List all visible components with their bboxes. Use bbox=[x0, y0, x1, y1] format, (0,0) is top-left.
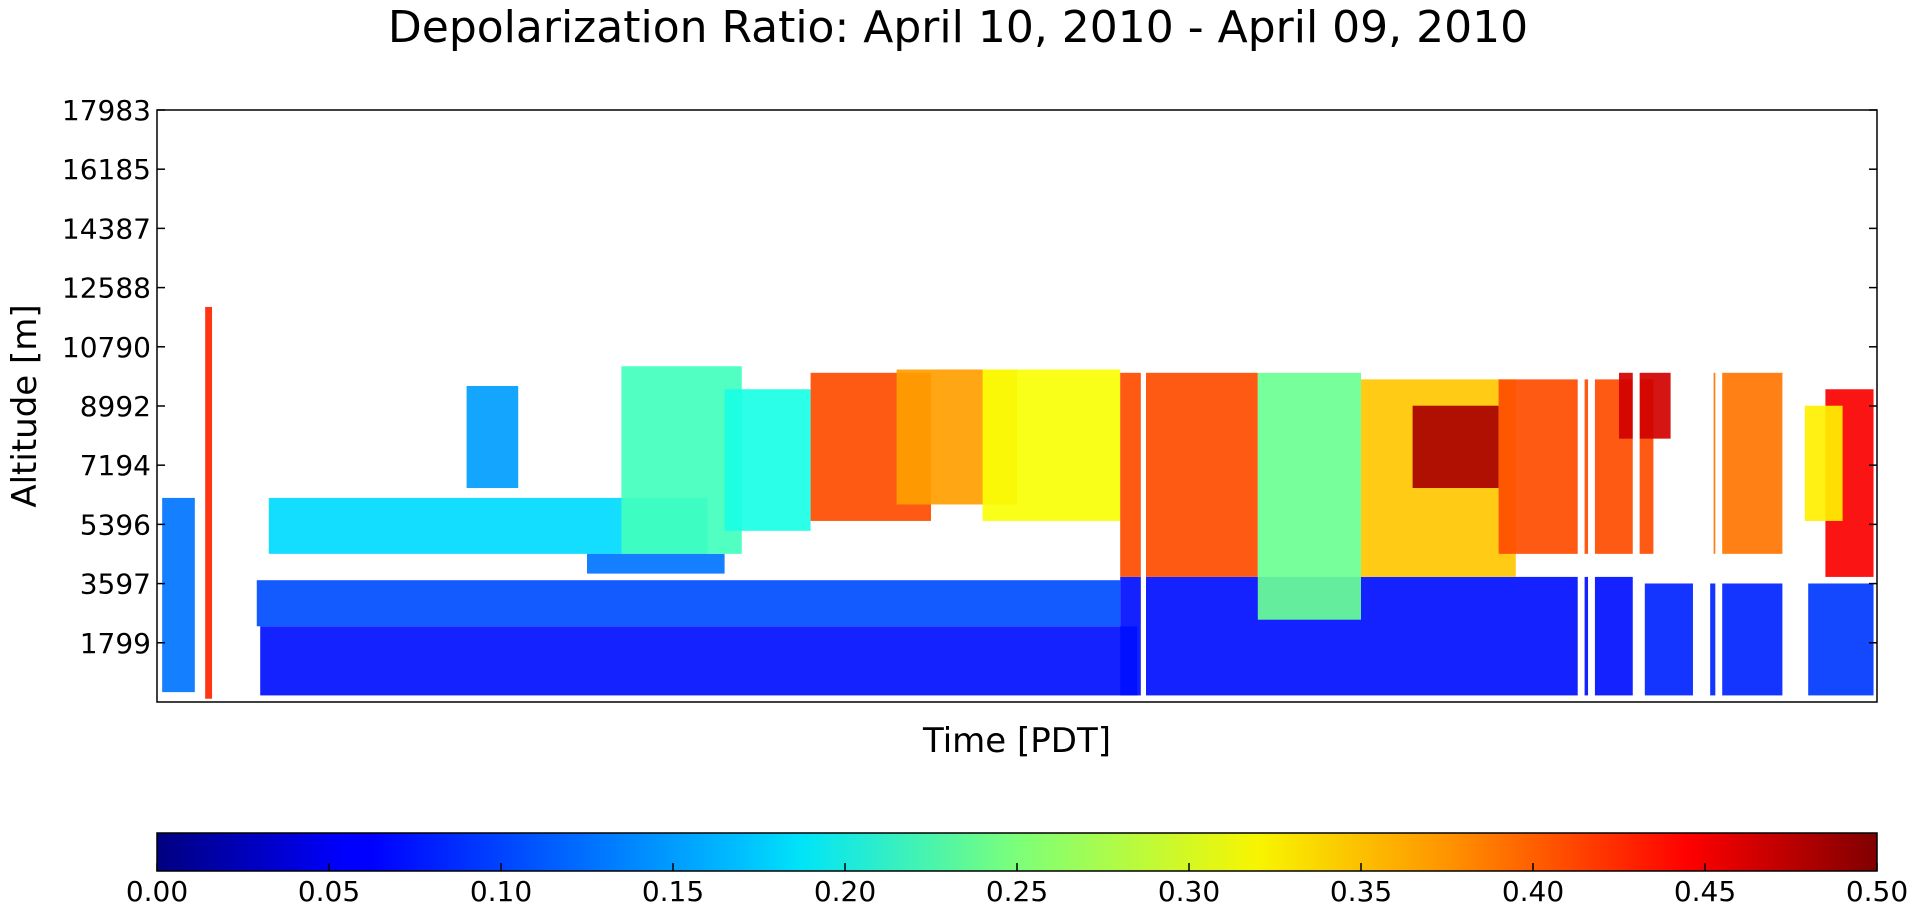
y-tick-label: 7194 bbox=[80, 449, 151, 482]
gap-strip bbox=[1715, 110, 1723, 702]
gap-strip bbox=[1692, 110, 1711, 702]
heatmap-cell bbox=[1808, 583, 1874, 696]
gap-strip bbox=[1588, 110, 1595, 702]
heatmap-regions bbox=[162, 306, 1874, 699]
colorbar-tick-label: 0.00 bbox=[126, 875, 188, 908]
y-tick-label: 3597 bbox=[80, 568, 151, 601]
y-tick-label: 14387 bbox=[62, 212, 151, 245]
y-tick-label: 5396 bbox=[80, 508, 151, 541]
heatmap-cell bbox=[162, 497, 195, 693]
y-tick-label: 16185 bbox=[62, 153, 151, 186]
gap-strip bbox=[234, 110, 252, 702]
colorbar-tick-label: 0.25 bbox=[986, 875, 1048, 908]
colorbar-tick-label: 0.05 bbox=[298, 875, 360, 908]
heatmap-cell bbox=[1799, 405, 1843, 521]
colorbar-tick-label: 0.30 bbox=[1158, 875, 1220, 908]
x-axis-label: Time [PDT] bbox=[922, 721, 1111, 761]
chart-title: Depolarization Ratio: April 10, 2010 - A… bbox=[387, 2, 1529, 53]
heatmap-cell bbox=[466, 385, 519, 489]
gap-strip bbox=[1632, 110, 1640, 702]
gap-strip bbox=[1577, 110, 1585, 702]
colorbar-tick-label: 0.50 bbox=[1846, 875, 1908, 908]
heatmap-cell bbox=[260, 626, 1138, 696]
heatmap-cell bbox=[724, 389, 811, 531]
y-axis: 17983 16185 14387 12588 10790 8992 7194 5396 359… bbox=[62, 94, 1877, 660]
heatmap-cell bbox=[1257, 372, 1361, 620]
colorbar-tick-label: 0.40 bbox=[1502, 875, 1564, 908]
y-tick-label: 17983 bbox=[62, 94, 151, 127]
y-tick-label: 12588 bbox=[62, 272, 151, 305]
y-tick-label: 1799 bbox=[80, 627, 151, 660]
heatmap-cell bbox=[205, 306, 213, 699]
heatmap-cell bbox=[621, 366, 742, 554]
heatmap-cell bbox=[1412, 405, 1499, 489]
colorbar-tick-label: 0.15 bbox=[642, 875, 704, 908]
heatmap-cell bbox=[1713, 372, 1783, 554]
data-gaps bbox=[234, 110, 1805, 702]
heatmap-cell bbox=[1644, 583, 1783, 696]
y-tick-label: 8992 bbox=[80, 390, 151, 423]
y-axis-label: Altitude [m] bbox=[5, 304, 45, 507]
colorbar-tick-label: 0.20 bbox=[814, 875, 876, 908]
y-tick-label: 10790 bbox=[62, 331, 151, 364]
heatmap-cell bbox=[1120, 576, 1637, 696]
heatmap-cell bbox=[587, 553, 725, 574]
colorbar-tick-label: 0.45 bbox=[1674, 875, 1736, 908]
gap-strip bbox=[1784, 110, 1805, 702]
heatmap-cell bbox=[982, 369, 1121, 521]
gap-strip bbox=[1140, 110, 1146, 702]
colorbar-tick-label: 0.10 bbox=[470, 875, 532, 908]
colorbar-axis: 0.00 0.05 0.10 0.15 0.20 0.25 0.30 0.35 0.40 0.45… bbox=[126, 863, 1908, 908]
heatmap-cell bbox=[256, 580, 1121, 627]
colorbar-tick-label: 0.35 bbox=[1330, 875, 1392, 908]
heatmap-cell bbox=[1619, 372, 1671, 439]
